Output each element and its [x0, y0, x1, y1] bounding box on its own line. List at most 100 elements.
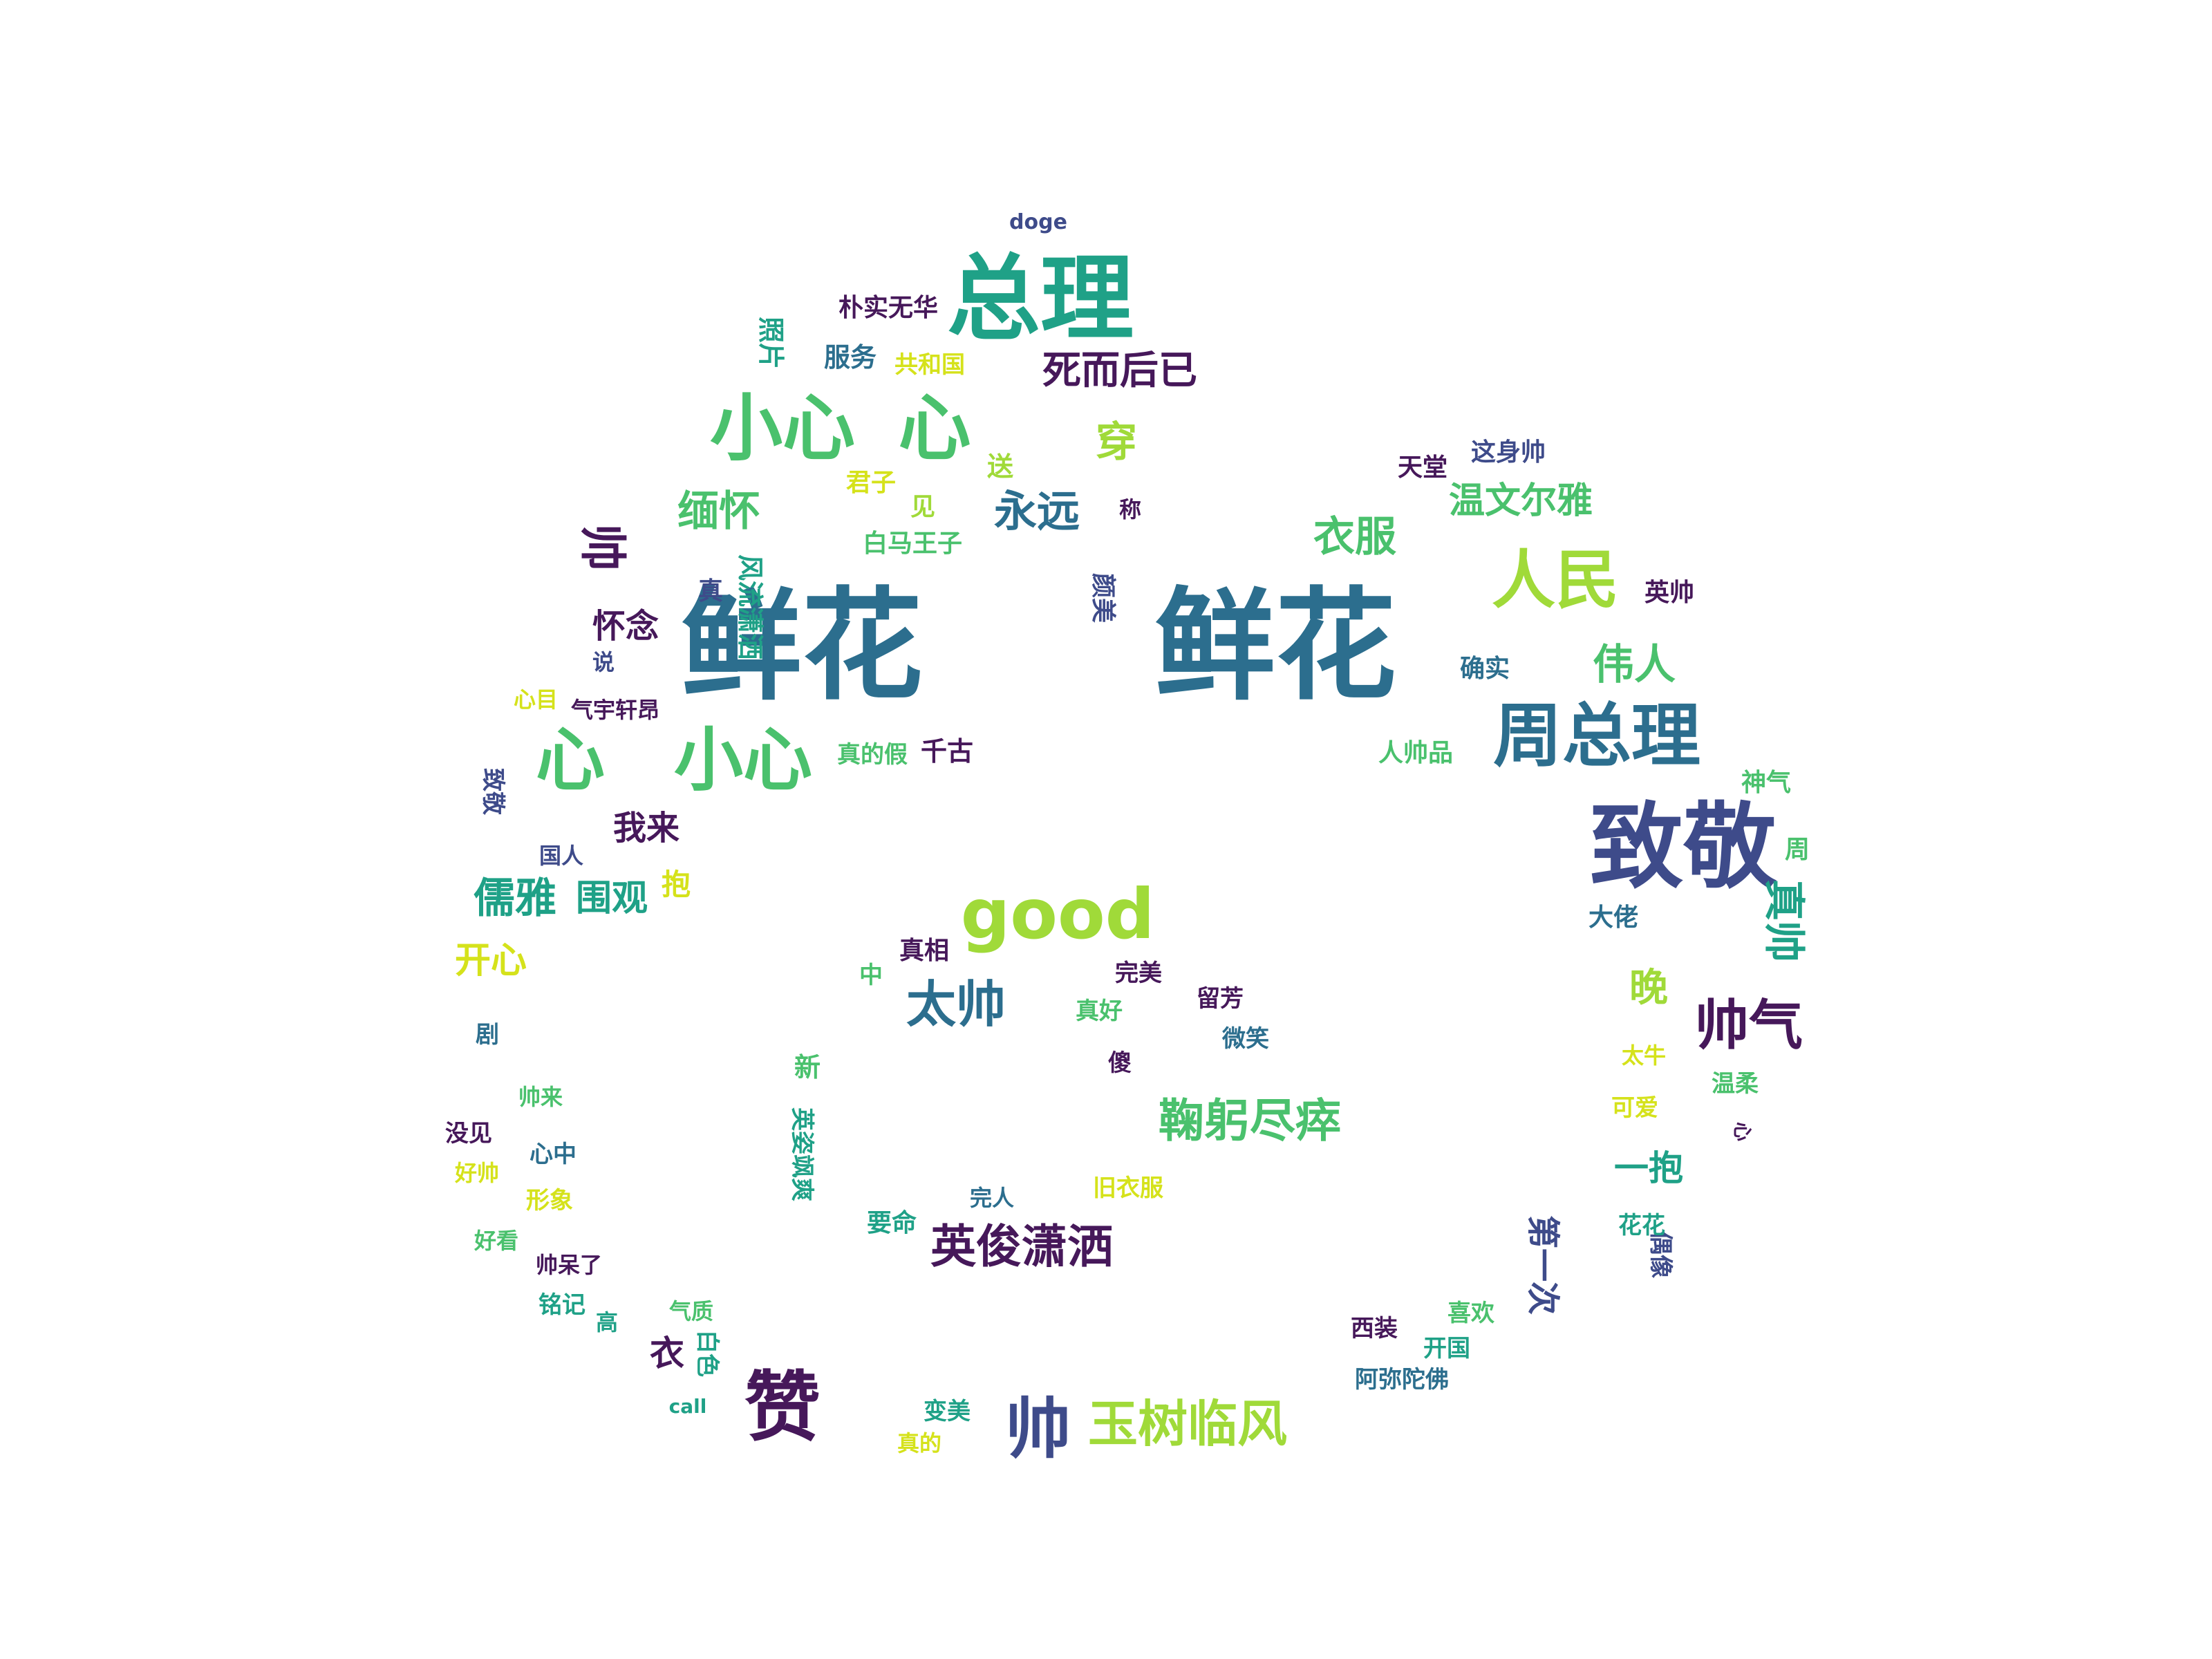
- word-cloud-term: 赞: [744, 1363, 821, 1452]
- word-cloud-term: 人帅品: [1378, 739, 1453, 767]
- word-cloud-term: 温文尔雅: [1448, 480, 1593, 522]
- word-cloud-term: 千古: [920, 736, 973, 767]
- word-cloud-term: 帅: [574, 523, 629, 572]
- word-cloud-term: 我来: [612, 809, 679, 847]
- word-cloud-term: 喜欢: [1447, 1300, 1494, 1327]
- word-cloud-term: 鲜花: [681, 576, 923, 717]
- word-cloud-term: 完人: [969, 1185, 1014, 1211]
- word-cloud-term: 抱: [661, 868, 691, 901]
- word-cloud-term: 太牛: [1621, 1042, 1666, 1069]
- word-cloud-term: 神气: [1741, 769, 1791, 797]
- word-cloud-term: 周总理: [1493, 695, 1700, 776]
- word-cloud-term: 永远: [993, 486, 1080, 536]
- word-cloud-term: 心: [1730, 1121, 1754, 1142]
- word-cloud-term: 变美: [924, 1398, 971, 1425]
- word-cloud-term: 气质: [668, 1298, 713, 1324]
- word-cloud-term: 玉树临风: [1087, 1395, 1287, 1453]
- word-cloud-term: 新: [794, 1052, 821, 1082]
- word-cloud-term: 小心: [709, 386, 855, 471]
- word-cloud-term: 死而后已: [1042, 348, 1197, 393]
- word-cloud-term: 见: [910, 493, 935, 521]
- word-cloud-term: 鞠躬尽瘁: [1159, 1094, 1341, 1147]
- word-cloud-term: 天堂: [1397, 453, 1447, 482]
- word-cloud-term: 朴实无华: [838, 294, 938, 322]
- word-cloud-term: 小心: [674, 720, 812, 800]
- word-cloud-term: 留芳: [1197, 985, 1244, 1013]
- word-cloud-term: 总理: [947, 244, 1134, 353]
- word-cloud-term: 致敬: [479, 768, 507, 815]
- word-cloud-term: 服务: [823, 342, 877, 373]
- word-cloud-term: 帅气: [1694, 995, 1803, 1057]
- word-cloud-term: 第一次: [1523, 1215, 1562, 1315]
- word-cloud-term: 真的假: [837, 741, 908, 769]
- word-cloud-term: 白色: [693, 1330, 721, 1377]
- word-cloud-term: 共和国: [894, 351, 965, 379]
- word-cloud-term: 好看: [474, 1228, 518, 1254]
- word-cloud-term: 照片: [755, 316, 786, 370]
- word-cloud-term: 说: [592, 649, 615, 675]
- word-cloud-term: 旧衣服: [1093, 1174, 1163, 1202]
- word-cloud-term: 心: [536, 720, 605, 800]
- word-cloud-term: 怀念: [592, 607, 659, 646]
- word-cloud-term: 白马王子: [862, 529, 962, 558]
- word-cloud-term: doge: [1009, 210, 1067, 234]
- word-cloud-term: 称: [1118, 496, 1141, 523]
- word-cloud-term: 心目: [513, 686, 558, 713]
- word-cloud-term: 确实: [1459, 655, 1510, 683]
- word-cloud-term: 心: [898, 386, 971, 471]
- word-cloud-term: 英姿飒爽: [788, 1107, 816, 1201]
- word-cloud-term: 国人: [538, 843, 583, 869]
- word-cloud-term: 气宇轩昂: [570, 697, 659, 723]
- word-cloud-term: 大佬: [1588, 903, 1638, 932]
- word-cloud-term: 微笑: [1222, 1025, 1269, 1053]
- word-cloud-term: 帅: [1005, 1391, 1071, 1468]
- word-cloud-term: call: [668, 1395, 707, 1418]
- word-cloud-term: 英俊潇洒: [930, 1220, 1113, 1273]
- word-cloud-term: 颜美: [1088, 572, 1117, 624]
- word-cloud-term: 温柔: [1712, 1070, 1759, 1098]
- word-cloud-term: 围观: [575, 878, 648, 919]
- word-cloud-term: 心中: [529, 1141, 577, 1168]
- word-cloud-term: 形象: [526, 1187, 573, 1215]
- word-cloud-term: 西装: [1351, 1315, 1398, 1342]
- word-cloud-term: 要命: [866, 1209, 917, 1237]
- word-cloud-term: 帅来: [518, 1084, 563, 1110]
- word-cloud-term: 铭记: [538, 1291, 585, 1319]
- word-cloud-term: 伟人: [1593, 641, 1676, 689]
- word-cloud-term: 真帅: [1759, 879, 1808, 962]
- word-cloud-term: 致敬: [1590, 792, 1777, 901]
- word-cloud-term: 衣: [650, 1333, 684, 1374]
- word-cloud-term: 周: [1784, 836, 1810, 864]
- word-cloud-term: 傻: [1108, 1049, 1132, 1077]
- word-cloud-term: good: [960, 874, 1155, 955]
- word-cloud-term: 太帅: [906, 975, 1006, 1033]
- word-cloud-term: 真好: [1076, 997, 1123, 1025]
- word-cloud-term: 缅怀: [677, 487, 760, 536]
- word-cloud-term: 人民: [1491, 543, 1619, 617]
- word-cloud-term: 鲜花: [1154, 576, 1396, 717]
- word-cloud-term: 剧: [476, 1021, 499, 1049]
- word-cloud-term: 高: [595, 1309, 618, 1335]
- word-cloud-term: 穿: [1096, 418, 1137, 467]
- word-cloud-term: 这身帅: [1470, 438, 1546, 467]
- word-cloud-term: 衣服: [1313, 513, 1396, 561]
- word-cloud-term: 可爱: [1611, 1094, 1658, 1122]
- word-cloud-term: 花花: [1618, 1212, 1665, 1239]
- word-cloud-term: 真: [697, 577, 723, 606]
- word-cloud-term: 真的: [897, 1430, 941, 1456]
- word-cloud-term: 帅呆了: [535, 1252, 602, 1278]
- word-cloud-term: 中: [859, 962, 883, 989]
- word-cloud-term: 送: [986, 451, 1013, 482]
- word-cloud-term: 君子: [845, 469, 896, 497]
- word-cloud-term: 英帅: [1644, 579, 1694, 607]
- word-cloud-term: 风流潇洒: [734, 554, 765, 660]
- word-cloud-term: 好帅: [454, 1160, 499, 1186]
- word-cloud-term: 晚: [1629, 966, 1668, 1011]
- word-cloud-term: 开心: [454, 940, 527, 982]
- word-cloud-term: 儒雅: [474, 874, 556, 923]
- word-cloud-term: 阿弥陀佛: [1355, 1366, 1449, 1394]
- word-cloud-term: 完美: [1115, 959, 1162, 987]
- word-cloud-term: 真相: [899, 937, 949, 965]
- word-cloud-term: 没见: [445, 1120, 492, 1147]
